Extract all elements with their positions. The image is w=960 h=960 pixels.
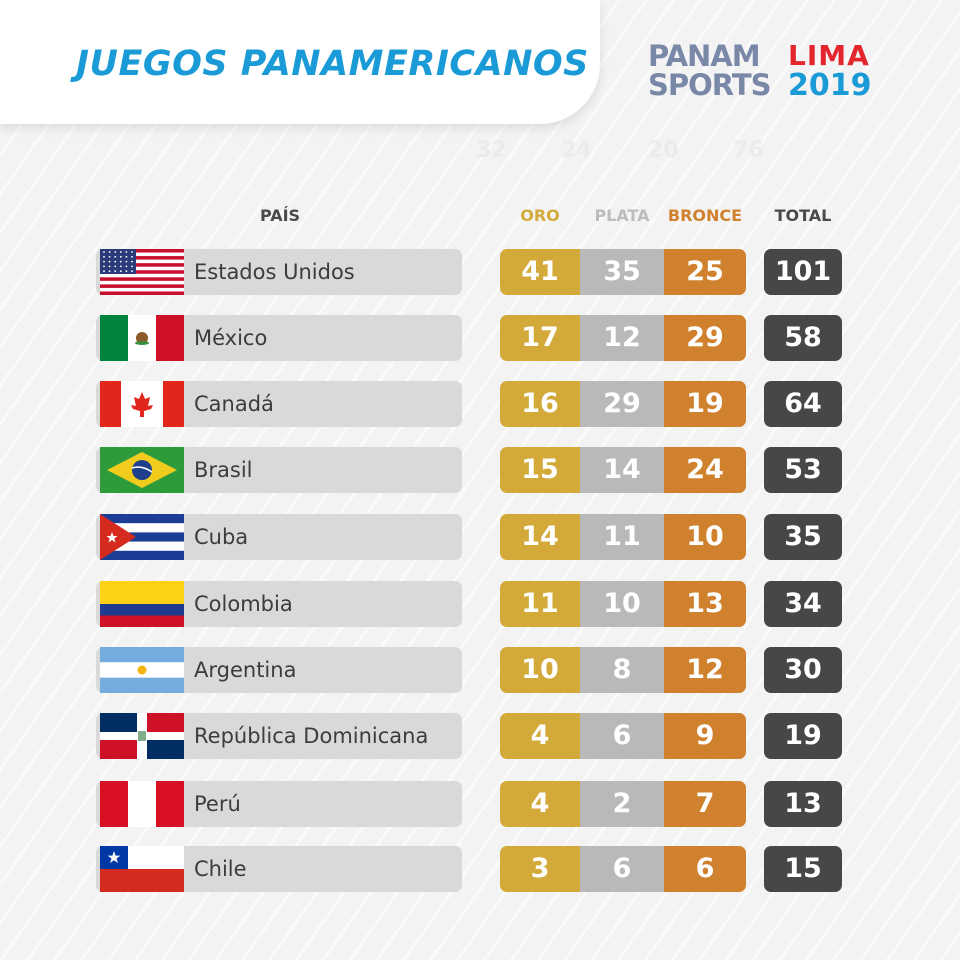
table-row: Argentina 10 8 12 30 [0, 647, 960, 693]
header-banner: JUEGOS PANAMERICANOS [0, 0, 600, 124]
argentina-flag [100, 647, 184, 693]
total-count: 35 [764, 514, 842, 560]
table-row: Colombia 11 10 13 34 [0, 581, 960, 627]
bronze-count: 13 [664, 581, 746, 627]
total-count: 64 [764, 381, 842, 427]
table-row: Brasil 15 14 24 53 [0, 447, 960, 493]
country-name: Canadá [194, 392, 274, 416]
column-header-total: TOTAL [774, 206, 832, 225]
country-name: Estados Unidos [194, 260, 355, 284]
silver-count: 10 [580, 581, 664, 627]
ghost-number: 20 [648, 138, 679, 163]
total-count: 13 [764, 781, 842, 827]
gold-count: 10 [500, 647, 580, 693]
bronze-count: 29 [664, 315, 746, 361]
country-name: República Dominicana [194, 724, 429, 748]
ghost-number: 24 [561, 138, 592, 163]
bronze-count: 12 [664, 647, 746, 693]
ghost-number: 76 [733, 138, 764, 163]
silver-count: 11 [580, 514, 664, 560]
gold-count: 4 [500, 713, 580, 759]
country-name: Argentina [194, 658, 297, 682]
country-name: Chile [194, 857, 247, 881]
table-row: República Dominicana 4 6 9 19 [0, 713, 960, 759]
country-name: Cuba [194, 525, 249, 549]
gold-count: 11 [500, 581, 580, 627]
logo-lima-line1: LIMA [788, 39, 870, 72]
usa-flag [100, 249, 184, 296]
table-row: Canadá 16 29 19 64 [0, 381, 960, 427]
table-row: Cuba 14 11 10 35 [0, 514, 960, 561]
bronze-count: 7 [664, 781, 746, 827]
total-count: 53 [764, 447, 842, 493]
silver-count: 35 [580, 249, 664, 295]
bronze-count: 10 [664, 514, 746, 560]
mexico-flag [100, 315, 184, 361]
table-row: México 17 12 29 58 [0, 315, 960, 361]
gold-count: 3 [500, 846, 580, 892]
canada-flag [100, 381, 184, 427]
country-name: Perú [194, 792, 241, 816]
bronze-count: 25 [664, 249, 746, 295]
silver-count: 12 [580, 315, 664, 361]
column-header-bronze: BRONCE [667, 206, 743, 225]
silver-count: 2 [580, 781, 664, 827]
logo-panam-line2: SPORTS [648, 68, 772, 102]
chile-flag [100, 846, 184, 892]
gold-count: 41 [500, 249, 580, 295]
gold-count: 15 [500, 447, 580, 493]
column-header-gold: ORO [520, 206, 560, 225]
total-count: 15 [764, 846, 842, 892]
peru-flag [100, 781, 184, 827]
lima-2019-logo: LIMA 2019 [788, 42, 888, 102]
country-name: Colombia [194, 592, 293, 616]
logo-panam-line1: PANAM [648, 39, 761, 73]
logo-lima-line2: 2019 [788, 68, 872, 103]
gold-count: 4 [500, 781, 580, 827]
bronze-count: 24 [664, 447, 746, 493]
gold-count: 14 [500, 514, 580, 560]
silver-count: 8 [580, 647, 664, 693]
column-header-country: PAÍS [259, 206, 301, 225]
bronze-count: 9 [664, 713, 746, 759]
ghost-number: 32 [476, 138, 507, 163]
silver-count: 14 [580, 447, 664, 493]
page-title: JUEGOS PANAMERICANOS [76, 44, 589, 84]
silver-count: 6 [580, 846, 664, 892]
total-count: 101 [764, 249, 842, 295]
total-count: 30 [764, 647, 842, 693]
table-row: Estados Unidos 41 35 25 101 [0, 249, 960, 296]
total-count: 34 [764, 581, 842, 627]
total-count: 58 [764, 315, 842, 361]
column-header-silver: PLATA [594, 206, 650, 225]
colombia-flag [100, 581, 184, 627]
silver-count: 6 [580, 713, 664, 759]
cuba-flag [100, 514, 184, 561]
table-row: Perú 4 2 7 13 [0, 781, 960, 827]
table-row: Chile 3 6 6 15 [0, 846, 960, 892]
gold-count: 16 [500, 381, 580, 427]
silver-count: 29 [580, 381, 664, 427]
total-count: 19 [764, 713, 842, 759]
brazil-flag [100, 447, 184, 493]
panam-sports-logo: PANAM SPORTS [648, 39, 772, 102]
dominican-republic-flag [100, 713, 184, 759]
gold-count: 17 [500, 315, 580, 361]
country-name: Brasil [194, 458, 253, 482]
bronze-count: 19 [664, 381, 746, 427]
bronze-count: 6 [664, 846, 746, 892]
country-name: México [194, 326, 268, 350]
